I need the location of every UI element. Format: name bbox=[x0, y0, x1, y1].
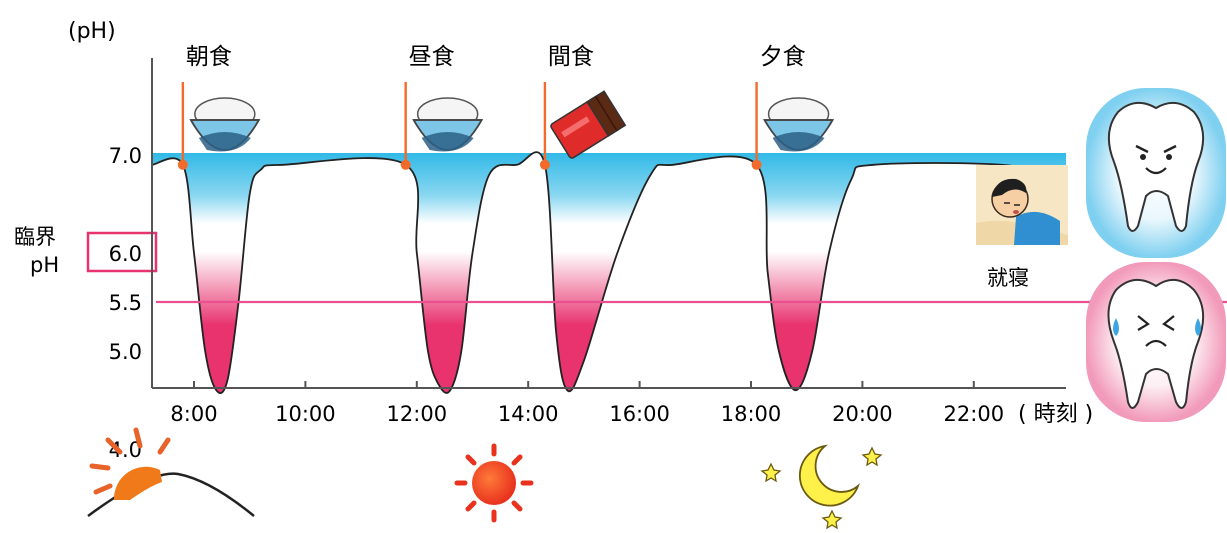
meal-label: 昼食 bbox=[409, 44, 455, 70]
rice-bowl-icon bbox=[189, 97, 261, 152]
critical-ph-label-line2: pH bbox=[30, 253, 59, 277]
y-tick-label: 7.0 bbox=[109, 144, 142, 168]
meal-label: 朝食 bbox=[186, 44, 232, 70]
sun-icon bbox=[454, 443, 534, 523]
x-axis-title: ( 時刻 ) bbox=[1018, 402, 1093, 427]
meal-marker-dot bbox=[400, 159, 411, 170]
critical-ph-label-line1: 臨界 bbox=[14, 225, 56, 249]
crying-tooth-icon bbox=[1086, 262, 1226, 422]
x-tick-label: 18:00 bbox=[721, 402, 782, 426]
y-tick-label: 6.0 bbox=[109, 242, 142, 266]
x-tick-label: 12:00 bbox=[387, 402, 448, 426]
rice-bowl-icon bbox=[412, 97, 484, 152]
meal-marker-dot bbox=[539, 159, 550, 170]
sleep-label: 就寝 bbox=[987, 266, 1029, 290]
y-axis-title: (pH) bbox=[68, 19, 116, 44]
meal-marker-dot bbox=[177, 159, 188, 170]
y-tick-label: 5.0 bbox=[109, 340, 142, 364]
sleeping-person-icon bbox=[976, 165, 1068, 245]
meal-label: 夕食 bbox=[760, 44, 806, 70]
moon-stars-icon bbox=[760, 444, 883, 530]
chocolate-icon bbox=[550, 90, 627, 159]
y-tick-label: 5.5 bbox=[109, 291, 142, 315]
ph-area-fill bbox=[152, 152, 1066, 394]
meal-marker-dot bbox=[751, 159, 762, 170]
x-tick-label: 20:00 bbox=[832, 402, 893, 426]
x-tick-label: 10:00 bbox=[275, 402, 336, 426]
happy-tooth-icon bbox=[1086, 88, 1226, 258]
critical-ph-box bbox=[86, 231, 158, 273]
sunrise-icon bbox=[87, 427, 255, 518]
meal-label: 間食 bbox=[548, 44, 594, 70]
x-tick-label: 8:00 bbox=[170, 402, 217, 426]
rice-bowl-icon bbox=[763, 97, 835, 152]
x-tick-label: 22:00 bbox=[944, 402, 1005, 426]
x-tick-label: 14:00 bbox=[498, 402, 559, 426]
x-tick-label: 16:00 bbox=[609, 402, 670, 426]
